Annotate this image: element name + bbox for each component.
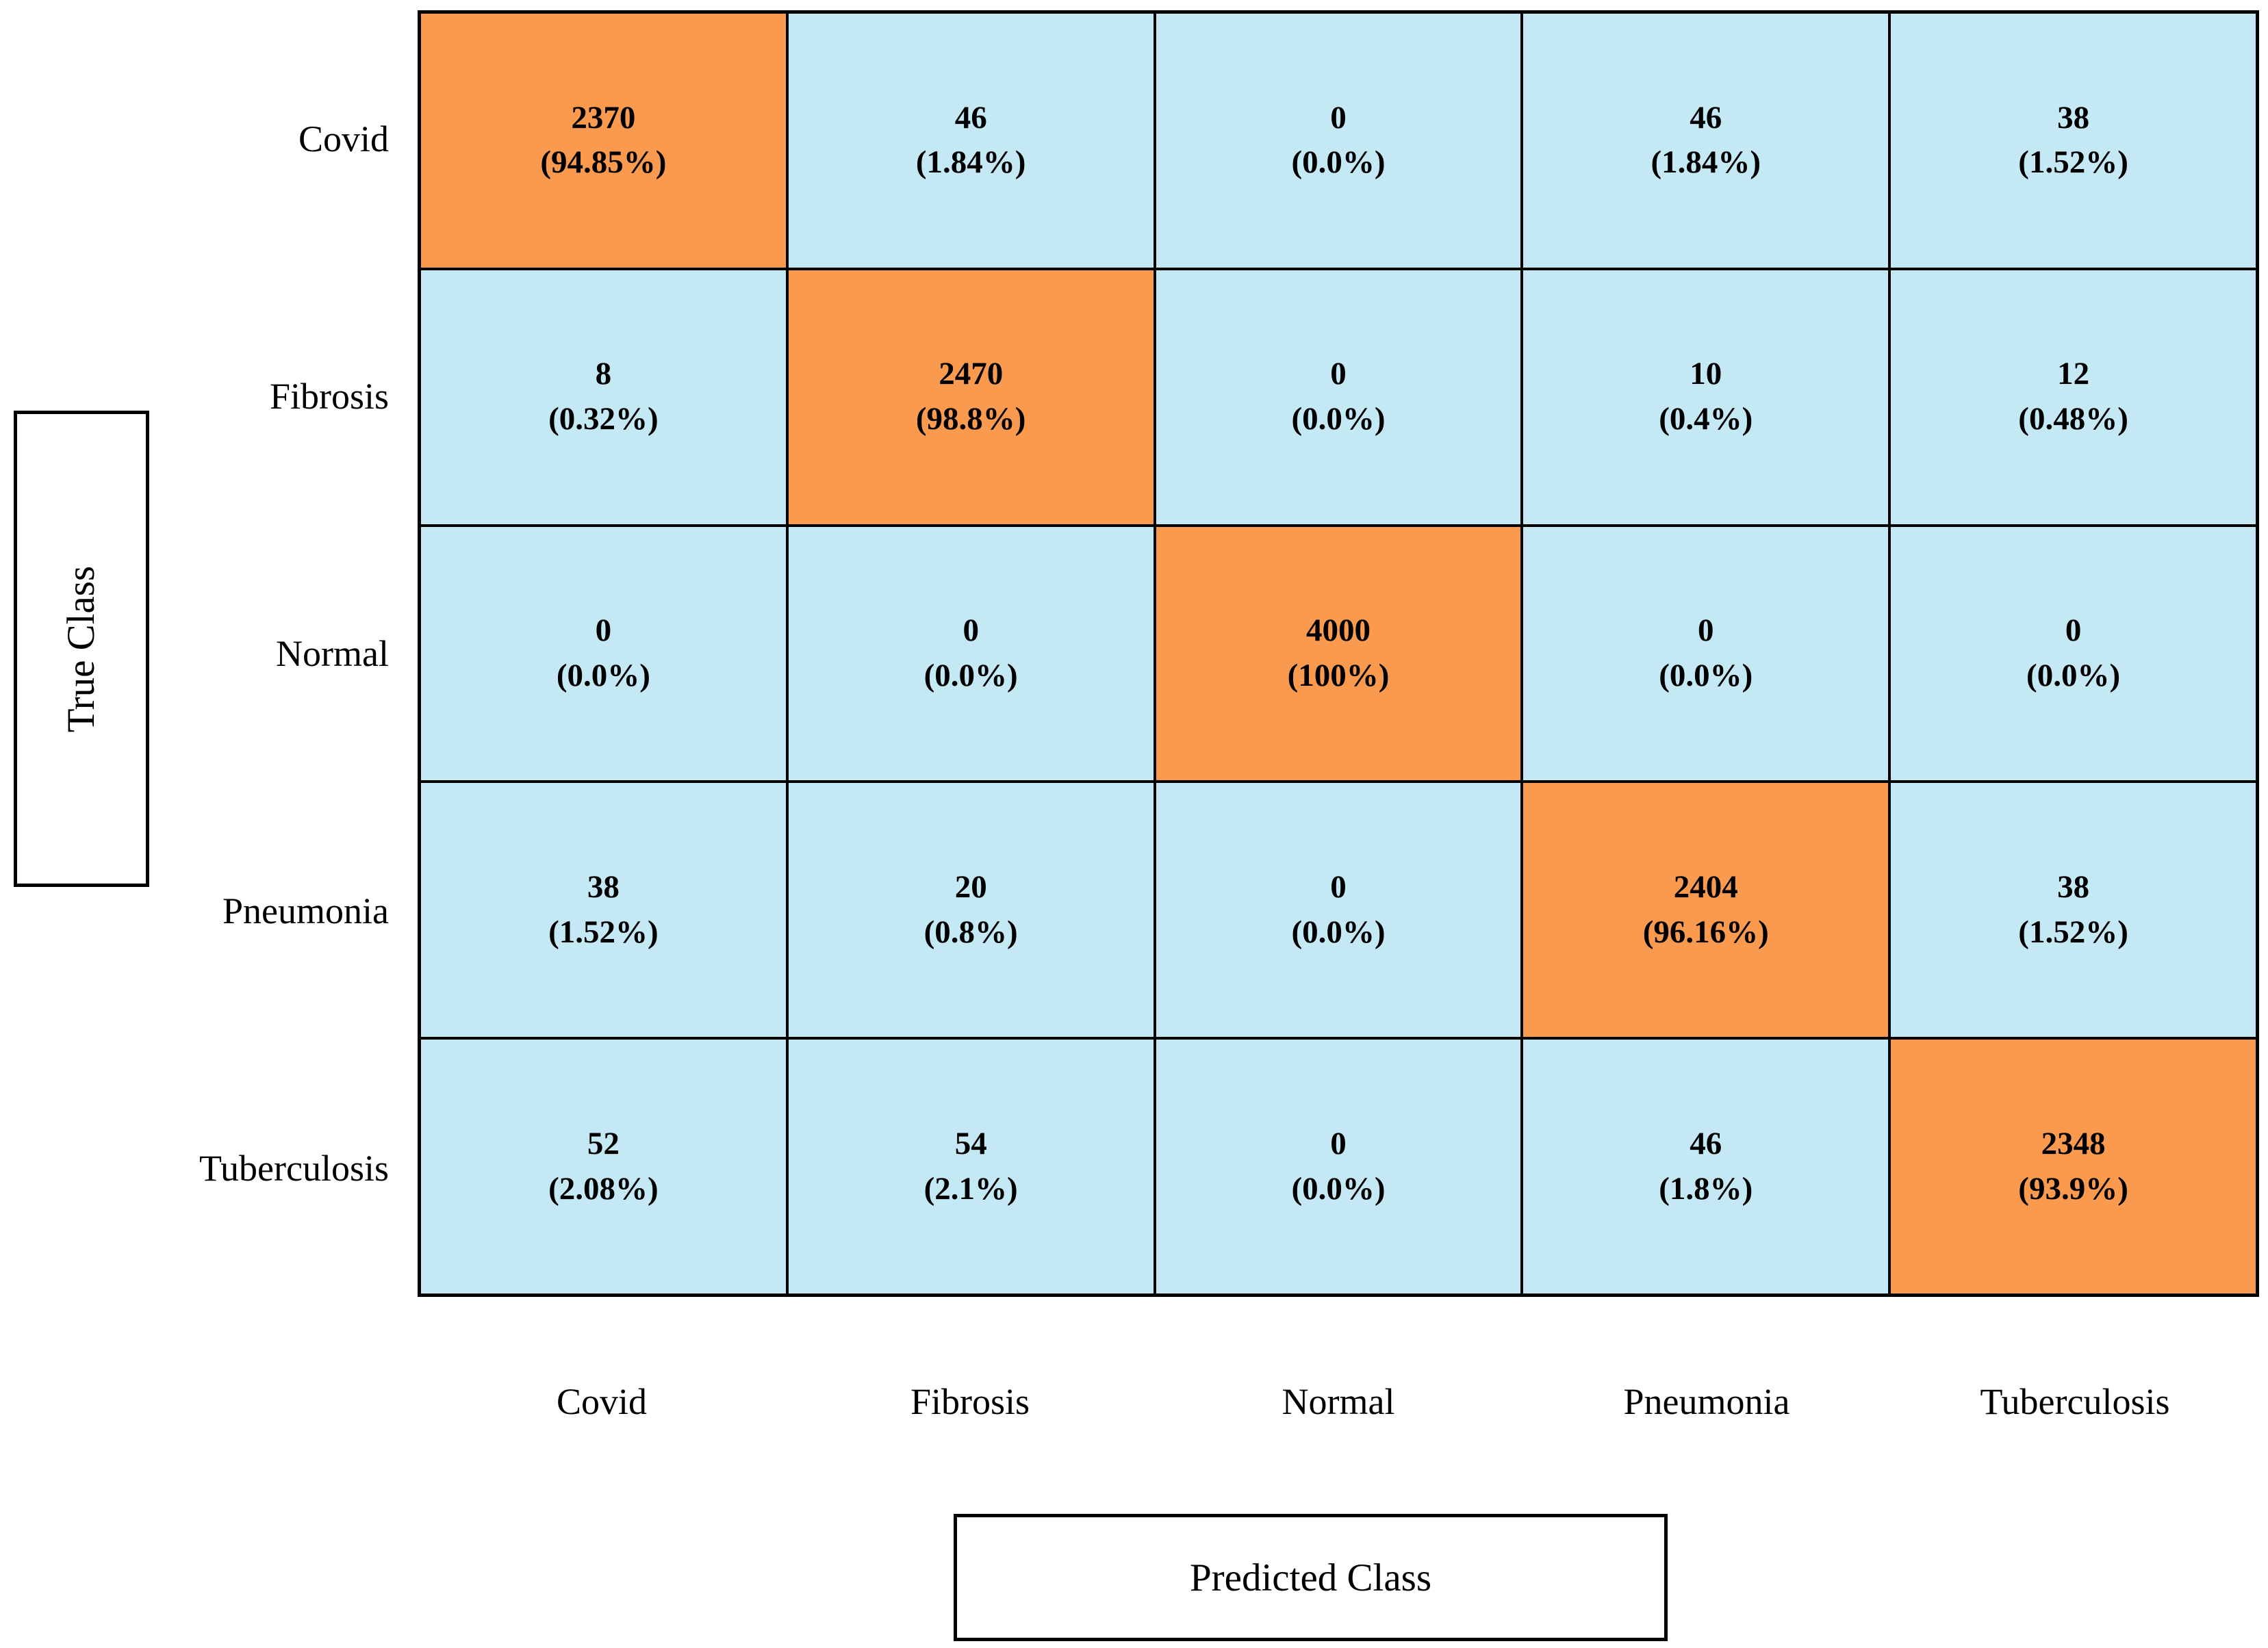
cell-count: 12 <box>2057 356 2090 392</box>
cell-percent: (0.0%) <box>1291 914 1386 950</box>
matrix-cell: 38 (1.52%) <box>1889 12 2257 269</box>
cell-count: 2348 <box>2041 1125 2106 1161</box>
row-label-tuberculosis: Tuberculosis <box>199 1148 389 1189</box>
cell-count: 54 <box>954 1125 987 1161</box>
col-label-fibrosis: Fibrosis <box>910 1381 1030 1422</box>
cell-count: 2370 <box>571 99 636 136</box>
cell-count: 0 <box>1330 1125 1347 1161</box>
matrix-cell: 2404 (96.16%) <box>1522 782 1890 1039</box>
x-axis-label-box: Predicted Class <box>954 1514 1668 1641</box>
cell-percent: (0.0%) <box>1291 401 1386 437</box>
cell-count: 0 <box>1698 613 1714 649</box>
matrix-cell: 0 (0.0%) <box>1154 268 1522 526</box>
cell-percent: (0.0%) <box>1291 144 1386 181</box>
cell-count: 46 <box>1690 99 1722 136</box>
cell-percent: (2.1%) <box>923 1170 1018 1207</box>
matrix-grid: 2370 (94.85%) 46 (1.84%) 0 (0.0%) 46 (1.84%) 38 (… <box>418 10 2259 1297</box>
cell-count: 20 <box>954 868 987 905</box>
cell-count: 38 <box>587 868 620 905</box>
matrix-cell: 38 (1.52%) <box>420 782 787 1039</box>
cell-count: 2404 <box>1673 868 1738 905</box>
matrix-cell: 0 (0.0%) <box>1154 1038 1522 1295</box>
cell-percent: (2.08%) <box>548 1170 659 1207</box>
matrix-cell: 0 (0.0%) <box>787 525 1155 782</box>
col-label-tuberculosis: Tuberculosis <box>1980 1381 2170 1422</box>
cell-percent: (1.52%) <box>2018 914 2128 950</box>
cell-percent: (0.0%) <box>1659 657 1753 693</box>
row-label-covid: Covid <box>298 118 389 159</box>
matrix-cell: 0 (0.0%) <box>1154 782 1522 1039</box>
cell-percent: (0.0%) <box>923 657 1018 693</box>
cell-count: 0 <box>2065 613 2082 649</box>
matrix-cell: 0 (0.0%) <box>420 525 787 782</box>
cell-percent: (1.52%) <box>2018 144 2128 181</box>
matrix-cell: 46 (1.8%) <box>1522 1038 1890 1295</box>
col-label-normal: Normal <box>1282 1381 1395 1422</box>
cell-percent: (1.8%) <box>1659 1170 1753 1207</box>
cell-count: 2470 <box>939 356 1004 392</box>
cell-count: 38 <box>2057 868 2090 905</box>
matrix-cell: 46 (1.84%) <box>1522 12 1890 269</box>
cell-percent: (1.52%) <box>548 914 659 950</box>
cell-count: 4000 <box>1305 613 1371 649</box>
row-label-fibrosis: Fibrosis <box>269 376 389 417</box>
matrix-cell: 10 (0.4%) <box>1522 268 1890 526</box>
cell-percent: (98.8%) <box>915 401 1026 437</box>
cell-percent: (0.0%) <box>556 657 650 693</box>
cell-percent: (100%) <box>1287 657 1390 693</box>
matrix-cell: 8 (0.32%) <box>420 268 787 526</box>
matrix-cell: 0 (0.0%) <box>1889 525 2257 782</box>
matrix-cell: 12 (0.48%) <box>1889 268 2257 526</box>
x-axis-label: Predicted Class <box>1189 1556 1432 1599</box>
cell-count: 0 <box>1330 356 1347 392</box>
cell-count: 46 <box>954 99 987 136</box>
matrix-cell: 0 (0.0%) <box>1522 525 1890 782</box>
matrix-cell: 20 (0.8%) <box>787 782 1155 1039</box>
cell-percent: (0.32%) <box>548 401 659 437</box>
cell-percent: (96.16%) <box>1642 914 1769 950</box>
cell-count: 8 <box>595 356 612 392</box>
cell-count: 38 <box>2057 99 2090 136</box>
cell-count: 0 <box>1330 868 1347 905</box>
cell-count: 46 <box>1690 1125 1722 1161</box>
cell-count: 52 <box>587 1125 620 1161</box>
matrix-cell: 0 (0.0%) <box>1154 12 1522 269</box>
cell-percent: (0.48%) <box>2018 401 2128 437</box>
cell-count: 0 <box>963 613 979 649</box>
cell-percent: (1.84%) <box>915 144 1026 181</box>
col-label-covid: Covid <box>556 1381 648 1422</box>
matrix-cell: 54 (2.1%) <box>787 1038 1155 1295</box>
matrix-cell: 2370 (94.85%) <box>420 12 787 269</box>
y-axis-label-box: True Class <box>14 411 149 887</box>
cell-count: 10 <box>1690 356 1722 392</box>
matrix-cell: 46 (1.84%) <box>787 12 1155 269</box>
row-label-pneumonia: Pneumonia <box>222 890 389 931</box>
matrix-cell: 2348 (93.9%) <box>1889 1038 2257 1295</box>
cell-percent: (0.4%) <box>1659 401 1753 437</box>
cell-percent: (0.8%) <box>923 914 1018 950</box>
matrix-cell: 4000 (100%) <box>1154 525 1522 782</box>
cell-percent: (0.0%) <box>1291 1170 1386 1207</box>
cell-count: 0 <box>1330 99 1347 136</box>
matrix-cell: 52 (2.08%) <box>420 1038 787 1295</box>
cell-percent: (94.85%) <box>540 144 667 181</box>
cell-count: 0 <box>595 613 612 649</box>
cell-percent: (1.84%) <box>1651 144 1761 181</box>
col-label-pneumonia: Pneumonia <box>1623 1381 1790 1422</box>
matrix-cell: 2470 (98.8%) <box>787 268 1155 526</box>
cell-percent: (0.0%) <box>2026 657 2121 693</box>
row-label-normal: Normal <box>276 633 389 674</box>
matrix-cell: 38 (1.52%) <box>1889 782 2257 1039</box>
cell-percent: (93.9%) <box>2018 1170 2128 1207</box>
